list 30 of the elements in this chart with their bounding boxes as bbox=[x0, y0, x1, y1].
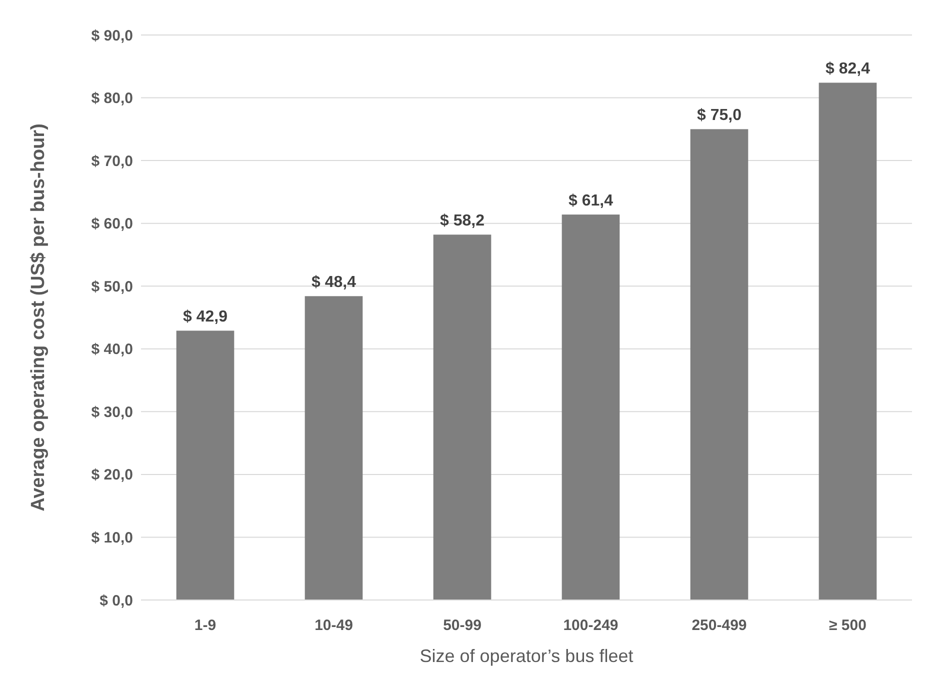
bar bbox=[690, 129, 748, 600]
data-label: $ 58,2 bbox=[440, 212, 485, 230]
data-label: $ 42,9 bbox=[183, 308, 228, 326]
x-axis-title: Size of operator’s bus fleet bbox=[420, 646, 634, 666]
data-label: $ 75,0 bbox=[697, 107, 742, 124]
y-tick-label: $ 20,0 bbox=[91, 466, 133, 484]
data-label: $ 61,4 bbox=[568, 192, 614, 210]
x-tick-label: 10-49 bbox=[314, 617, 353, 634]
x-tick-label: 100-249 bbox=[563, 617, 618, 634]
y-tick-label: $ 30,0 bbox=[91, 404, 133, 421]
y-tick-label: $ 60,0 bbox=[91, 216, 133, 233]
y-tick-label: $ 10,0 bbox=[91, 529, 133, 546]
data-label: $ 48,4 bbox=[312, 274, 356, 292]
bar bbox=[818, 82, 877, 600]
bar bbox=[304, 296, 363, 600]
x-tick-label: ≥ 500 bbox=[829, 617, 866, 634]
y-tick-label: $ 40,0 bbox=[91, 341, 133, 358]
data-label: $ 82,4 bbox=[826, 60, 870, 78]
y-tick-label: $ 80,0 bbox=[91, 90, 133, 108]
x-tick-label: 1-9 bbox=[194, 617, 216, 634]
y-tick-label: $ 50,0 bbox=[91, 278, 133, 296]
x-tick-label: 50-99 bbox=[443, 617, 482, 634]
bar bbox=[433, 234, 492, 600]
y-axis-title: Average operating cost (US$ per bus-hour) bbox=[28, 124, 49, 512]
y-tick-label: $ 90,0 bbox=[91, 27, 133, 44]
y-tick-label: $ 0,0 bbox=[100, 592, 133, 610]
bar bbox=[176, 330, 234, 600]
bar bbox=[562, 214, 620, 600]
y-tick-label: $ 70,0 bbox=[91, 152, 133, 170]
x-tick-label: 250-499 bbox=[692, 617, 747, 634]
